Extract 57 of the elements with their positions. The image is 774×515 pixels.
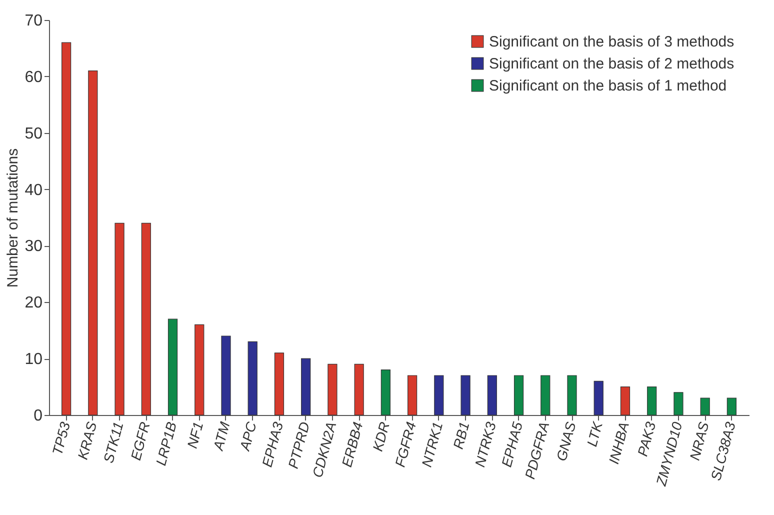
bar bbox=[248, 341, 258, 416]
bar bbox=[540, 375, 550, 416]
bar bbox=[408, 375, 418, 416]
x-tick-label: INHBA bbox=[605, 420, 632, 466]
y-tick-label: 70 bbox=[24, 12, 43, 30]
x-tick-label: NF1 bbox=[184, 420, 206, 450]
x-tick-label: LRP1B bbox=[152, 420, 180, 468]
legend-label: Significant on the basis of 1 method bbox=[489, 78, 727, 94]
bar bbox=[567, 375, 577, 416]
legend-label: Significant on the basis of 3 methods bbox=[489, 34, 734, 50]
x-tick-label: FGFR4 bbox=[392, 420, 420, 469]
bar bbox=[620, 386, 630, 416]
bar bbox=[460, 375, 470, 416]
x-tick-label: NTRK1 bbox=[418, 420, 446, 469]
bar bbox=[168, 318, 178, 416]
y-tick-label: 40 bbox=[24, 182, 43, 199]
bar bbox=[274, 352, 284, 416]
y-tick-label: 50 bbox=[24, 125, 43, 142]
legend-label: Significant on the basis of 2 methods bbox=[489, 56, 734, 72]
x-tick-label: ATM bbox=[210, 420, 233, 453]
bar bbox=[88, 70, 98, 416]
y-tick-label: 20 bbox=[24, 294, 43, 312]
x-tick-label: STK11 bbox=[100, 420, 126, 465]
bar bbox=[328, 364, 338, 416]
y-tick-label: 10 bbox=[24, 351, 43, 368]
x-tick-label: NTRK3 bbox=[472, 420, 499, 469]
bar bbox=[114, 222, 124, 416]
x-tick-label: EPHA3 bbox=[258, 420, 286, 469]
bar bbox=[487, 375, 497, 416]
bar bbox=[514, 375, 524, 416]
x-tick-label: KDR bbox=[369, 420, 392, 453]
bar bbox=[141, 222, 151, 416]
x-tick-label: PAK3 bbox=[634, 420, 659, 458]
y-axis-title: Number of mutations bbox=[4, 148, 22, 288]
y-tick-label: 60 bbox=[24, 68, 43, 86]
x-tick-label: TP53 bbox=[48, 420, 74, 457]
bar bbox=[194, 324, 204, 416]
x-tick-label: KRAS bbox=[74, 420, 100, 462]
bar bbox=[434, 375, 444, 416]
y-tick-label: 0 bbox=[34, 408, 43, 424]
bar bbox=[221, 336, 231, 416]
x-tick-label: APC bbox=[236, 419, 260, 454]
bar bbox=[301, 358, 311, 416]
x-tick-label: RB1 bbox=[450, 420, 472, 451]
bar bbox=[647, 386, 657, 416]
x-tick-label: ERBB4 bbox=[338, 420, 366, 469]
x-tick-label: LTK bbox=[584, 420, 606, 448]
x-tick-label: EGFR bbox=[127, 420, 153, 462]
bar bbox=[726, 398, 736, 416]
bar bbox=[700, 398, 710, 416]
bar bbox=[354, 364, 364, 416]
y-tick-label: 30 bbox=[24, 238, 43, 256]
x-tick-label: GNAS bbox=[553, 420, 579, 463]
bar bbox=[380, 370, 390, 416]
bar bbox=[62, 42, 72, 416]
bar bbox=[594, 380, 604, 416]
bar bbox=[674, 392, 684, 416]
